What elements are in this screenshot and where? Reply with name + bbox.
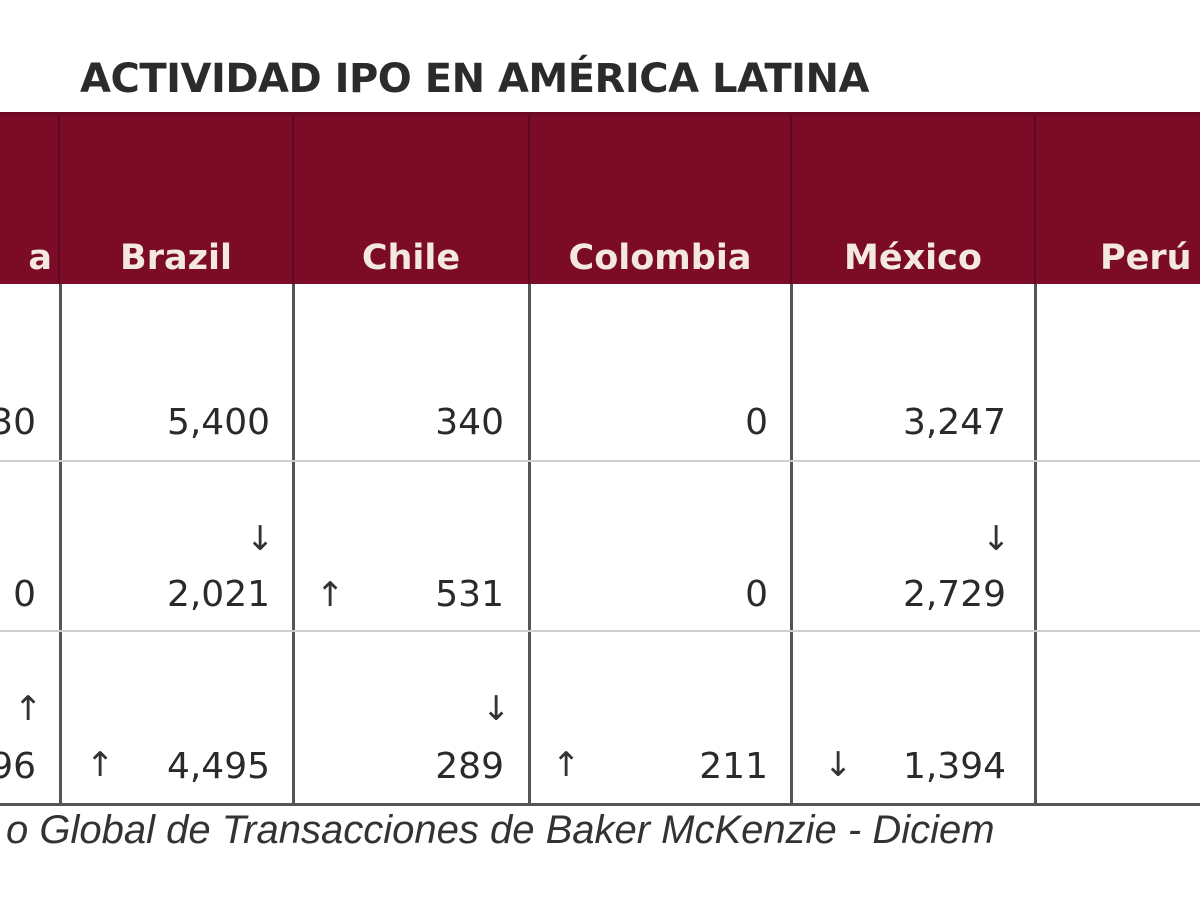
row-divider [0, 630, 1200, 632]
header-label-argentina: a [28, 238, 52, 278]
arrow-up-icon: ↑ [316, 575, 345, 615]
arrow-up-icon: ↑ [14, 689, 43, 729]
table-cell: 3,247 [902, 402, 1006, 443]
column-divider [528, 284, 531, 806]
table-header: a Brazil Chile Colombia México Perú [0, 116, 1200, 284]
header-cell-peru: Perú [1036, 116, 1200, 284]
arrow-up-icon: ↑ [552, 745, 581, 785]
table-cell: 289 [435, 746, 504, 787]
column-divider [790, 284, 793, 806]
table-cell: 211 [699, 746, 768, 787]
header-cell-chile: Chile [294, 116, 530, 284]
source-caption: o Global de Transacciones de Baker McKen… [0, 808, 1200, 868]
table-cell: 5,400 [166, 402, 270, 443]
header-label-peru: Perú [1100, 238, 1192, 278]
header-label-brazil: Brazil [120, 238, 232, 278]
source-text: o Global de Transacciones de Baker McKen… [6, 808, 995, 852]
arrow-up-icon: ↑ [86, 745, 115, 785]
arrow-down-icon: ↓ [824, 745, 853, 785]
table-cell: 2,021 [166, 574, 270, 615]
table-cell: 0 [745, 574, 768, 615]
header-label-chile: Chile [361, 238, 461, 278]
arrow-down-icon: ↓ [246, 519, 275, 559]
table-cell: 96 [0, 746, 36, 787]
header-cell-mexico: México [792, 116, 1036, 284]
column-divider [59, 284, 62, 806]
table-title: ACTIVIDAD IPO EN AMÉRICA LATINA [80, 56, 869, 102]
table-cell: 2,729 [902, 574, 1006, 615]
arrow-down-icon: ↓ [982, 519, 1011, 559]
table-cell: 30 [0, 402, 36, 443]
table-cell: 4,495 [166, 746, 270, 787]
header-cell-argentina: a [0, 116, 60, 284]
column-divider [1034, 284, 1037, 806]
header-cell-colombia: Colombia [530, 116, 792, 284]
table-cell: 1,394 [902, 746, 1006, 787]
arrow-down-icon: ↓ [482, 689, 511, 729]
table-cell: 340 [435, 402, 504, 443]
table-cell: 0 [13, 574, 36, 615]
header-cell-brazil: Brazil [60, 116, 294, 284]
table-cell: 0 [745, 402, 768, 443]
header-label-mexico: México [844, 238, 982, 278]
table-cell: 531 [435, 574, 504, 615]
row-divider [0, 460, 1200, 462]
table-bottom-border [0, 803, 1200, 806]
column-divider [292, 284, 295, 806]
header-label-colombia: Colombia [568, 238, 752, 278]
ipo-table: a Brazil Chile Colombia México Perú 30 5… [0, 112, 1200, 806]
